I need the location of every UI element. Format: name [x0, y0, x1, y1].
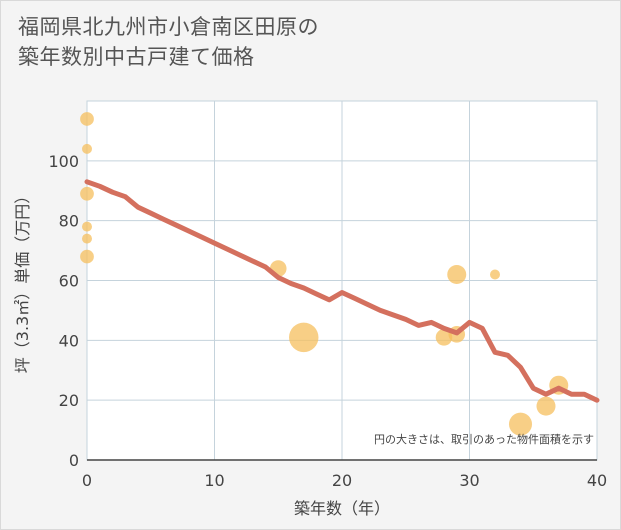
- bubble-point: [447, 265, 467, 285]
- x-tick-label: 30: [459, 471, 479, 490]
- y-tick-label: 40: [59, 331, 79, 350]
- y-tick-label: 20: [59, 391, 79, 410]
- y-axis-label: 坪（3.3㎡）単価（万円）: [13, 188, 32, 373]
- average-line: [84, 179, 600, 403]
- y-tick-label: 100: [48, 152, 79, 171]
- axis-ticks: 0 10 20 30 40 0 20 40 60 80 100: [48, 152, 607, 490]
- bubble-point: [80, 112, 94, 126]
- chart-title-line-2: 築年数別中古戸建て価格: [18, 45, 255, 69]
- y-tick-label: 0: [69, 451, 79, 470]
- bubble-point: [82, 143, 92, 154]
- bubble-point: [80, 249, 94, 264]
- bubble-point: [508, 412, 533, 436]
- bubble-point: [435, 329, 453, 346]
- bubble-point: [82, 221, 92, 232]
- x-tick-label: 40: [587, 471, 607, 490]
- bubble-point: [490, 269, 500, 280]
- bubble-point: [80, 186, 94, 201]
- chart-title-line-1: 福岡県北九州市小倉南区田原の: [18, 15, 319, 39]
- chart-title: 福岡県北九州市小倉南区田原の 築年数別中古戸建て価格: [18, 12, 319, 72]
- bubble-point: [289, 322, 319, 353]
- y-tick-label: 60: [59, 272, 79, 291]
- x-tick-label: 0: [82, 471, 92, 490]
- x-tick-label: 20: [332, 471, 352, 490]
- bubble-point: [536, 396, 556, 416]
- grid-lines: [86, 101, 598, 461]
- y-tick-label: 80: [59, 212, 79, 231]
- x-axis-label: 築年数（年）: [294, 499, 390, 518]
- bubble-size-note: 円の大きさは、取引のあった物件面積を示す: [374, 432, 594, 446]
- x-tick-label: 10: [204, 471, 224, 490]
- bubble-point: [82, 233, 92, 244]
